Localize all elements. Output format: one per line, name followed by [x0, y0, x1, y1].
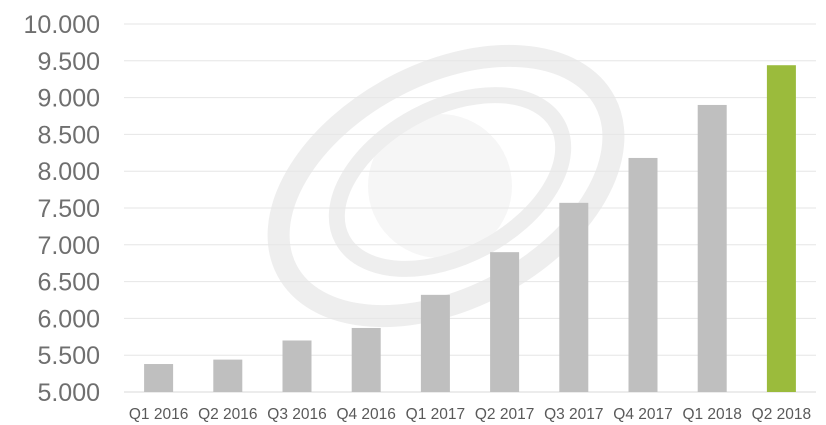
y-tick-label: 5.000: [37, 379, 100, 407]
x-tick-label: Q2 2016: [198, 406, 257, 423]
x-tick-label: Q4 2016: [336, 406, 395, 423]
bar-q2-2017: [490, 252, 520, 392]
x-tick-label: Q3 2016: [267, 406, 326, 423]
x-tick-label: Q2 2017: [475, 406, 534, 423]
x-tick-label: Q4 2017: [613, 406, 672, 423]
x-tick-label: Q1 2018: [682, 406, 741, 423]
bars: [144, 65, 796, 393]
bar-q4-2017: [628, 157, 658, 392]
bar-q2-2016: [213, 359, 243, 392]
bar-q1-2017: [420, 294, 450, 392]
watermark-ring-inner: [328, 87, 572, 277]
x-tick-label: Q2 2018: [752, 406, 811, 423]
bar-q4-2016: [351, 327, 381, 392]
y-tick-label: 8.500: [37, 121, 100, 149]
x-tick-label: Q3 2017: [544, 406, 603, 423]
y-axis-ticks: 5.000 5.500 6.000 6.500 7.000 7.500 8.000 8.500…: [24, 11, 100, 407]
bar-q3-2016: [282, 340, 312, 392]
bar-q1-2016: [144, 364, 174, 392]
watermark-planet: [368, 114, 512, 258]
y-tick-label: 6.500: [37, 269, 100, 297]
y-tick-label: 8.000: [37, 158, 100, 186]
x-tick-label: Q1 2017: [406, 406, 465, 423]
x-tick-label: Q1 2016: [129, 406, 188, 423]
y-tick-label: 7.000: [37, 232, 100, 260]
x-axis-ticks: Q1 2016 Q2 2016 Q3 2016 Q4 2016 Q1 2017 Q2 20…: [129, 406, 811, 423]
bar-q2-2018: [766, 65, 796, 392]
y-tick-label: 6.000: [37, 305, 100, 333]
y-tick-label: 10.000: [24, 11, 100, 39]
y-tick-label: 5.500: [37, 342, 100, 370]
bar-q1-2018: [697, 104, 727, 393]
bar-q3-2017: [559, 202, 589, 392]
y-tick-label: 9.000: [37, 85, 100, 113]
y-tick-label: 9.500: [37, 48, 100, 76]
y-tick-label: 7.500: [37, 195, 100, 223]
